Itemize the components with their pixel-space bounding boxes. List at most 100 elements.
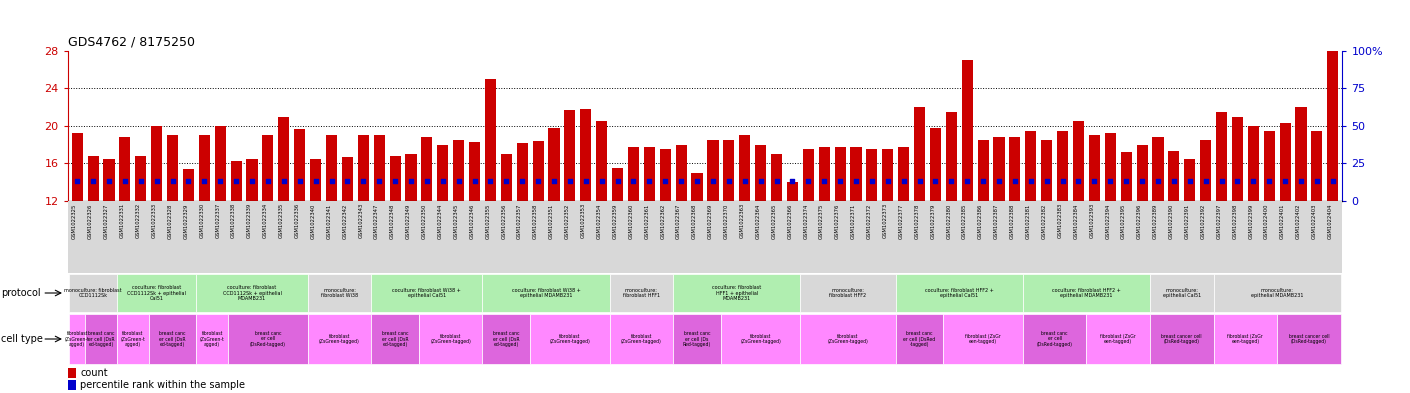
Text: GSM1022369: GSM1022369 bbox=[708, 203, 713, 239]
Text: GSM1022329: GSM1022329 bbox=[183, 203, 189, 239]
Bar bbox=[1200, 140, 1211, 314]
Point bbox=[1163, 178, 1186, 185]
Bar bbox=[660, 149, 671, 314]
Bar bbox=[1279, 123, 1290, 314]
Bar bbox=[596, 121, 608, 314]
Bar bbox=[85, 314, 117, 364]
Bar bbox=[691, 173, 702, 314]
Bar bbox=[673, 274, 801, 312]
Text: breast canc
er cell
(DsRed-tagged): breast canc er cell (DsRed-tagged) bbox=[1036, 331, 1073, 347]
Text: fibroblast
(ZsGreen-tagged): fibroblast (ZsGreen-tagged) bbox=[430, 334, 471, 344]
Text: GSM1022372: GSM1022372 bbox=[867, 203, 871, 239]
Point bbox=[1098, 178, 1121, 185]
Bar bbox=[675, 145, 687, 314]
Bar bbox=[612, 168, 623, 314]
Bar bbox=[564, 110, 575, 314]
Text: GSM1022366: GSM1022366 bbox=[787, 203, 792, 239]
Point bbox=[209, 178, 231, 185]
Text: breast cancer cell
(DsRed-tagged): breast cancer cell (DsRed-tagged) bbox=[1289, 334, 1330, 344]
Bar bbox=[419, 314, 482, 364]
Bar bbox=[1296, 107, 1307, 314]
Point bbox=[479, 178, 502, 185]
Text: GSM1022370: GSM1022370 bbox=[723, 203, 729, 239]
Bar bbox=[214, 126, 226, 314]
Bar bbox=[929, 128, 940, 314]
Bar bbox=[117, 274, 196, 312]
Text: GSM1022332: GSM1022332 bbox=[135, 203, 141, 239]
Point bbox=[702, 178, 725, 185]
Text: GSM1022394: GSM1022394 bbox=[1105, 203, 1110, 239]
Bar bbox=[1121, 152, 1132, 314]
Point bbox=[845, 178, 867, 185]
Text: GSM1022390: GSM1022390 bbox=[1169, 203, 1175, 239]
Bar bbox=[278, 117, 289, 314]
Text: GSM1022345: GSM1022345 bbox=[454, 203, 458, 239]
Point bbox=[510, 178, 533, 185]
Text: GSM1022391: GSM1022391 bbox=[1184, 203, 1190, 239]
Text: GSM1022330: GSM1022330 bbox=[199, 203, 204, 239]
Text: GSM1022364: GSM1022364 bbox=[756, 203, 760, 239]
Bar bbox=[231, 161, 241, 314]
Bar bbox=[196, 314, 228, 364]
Bar bbox=[68, 368, 76, 378]
Bar bbox=[801, 274, 895, 312]
Bar bbox=[262, 135, 274, 314]
Point bbox=[908, 178, 931, 185]
Point bbox=[257, 178, 279, 185]
Point bbox=[1067, 178, 1090, 185]
Point bbox=[766, 178, 788, 185]
Text: GSM1022336: GSM1022336 bbox=[295, 203, 300, 239]
Bar bbox=[723, 140, 735, 314]
Point bbox=[1210, 178, 1232, 185]
Bar bbox=[247, 159, 258, 314]
Point bbox=[1321, 178, 1344, 185]
Bar bbox=[721, 314, 801, 364]
Bar bbox=[1169, 151, 1179, 314]
Bar bbox=[850, 147, 862, 314]
Point bbox=[289, 178, 312, 185]
Bar bbox=[739, 135, 750, 314]
Point bbox=[447, 178, 470, 185]
Text: fibroblast
(ZsGreen-tagged): fibroblast (ZsGreen-tagged) bbox=[550, 334, 591, 344]
Bar bbox=[482, 314, 530, 364]
Bar bbox=[1151, 314, 1214, 364]
Bar bbox=[1087, 314, 1151, 364]
Bar bbox=[644, 147, 654, 314]
Bar bbox=[307, 314, 371, 364]
Text: GSM1022331: GSM1022331 bbox=[120, 203, 125, 239]
Text: breast canc
er cell
(DsRed-tagged): breast canc er cell (DsRed-tagged) bbox=[250, 331, 286, 347]
Text: GSM1022365: GSM1022365 bbox=[771, 203, 777, 239]
Bar bbox=[183, 169, 195, 314]
Bar bbox=[977, 140, 988, 314]
Text: GSM1022368: GSM1022368 bbox=[692, 203, 697, 239]
Text: GSM1022338: GSM1022338 bbox=[231, 203, 235, 239]
Bar bbox=[371, 274, 482, 312]
Point bbox=[814, 178, 836, 185]
Point bbox=[924, 178, 946, 185]
Text: fibroblast
(ZsGreen-t
agged): fibroblast (ZsGreen-t agged) bbox=[120, 331, 145, 347]
Text: monoculture:
epithelial Cal51: monoculture: epithelial Cal51 bbox=[1163, 288, 1201, 298]
Text: GSM1022341: GSM1022341 bbox=[327, 203, 331, 239]
Point bbox=[431, 178, 454, 185]
Text: GSM1022378: GSM1022378 bbox=[915, 203, 919, 239]
Bar bbox=[801, 314, 895, 364]
Bar bbox=[914, 107, 925, 314]
Bar bbox=[1184, 159, 1196, 314]
Bar bbox=[627, 147, 639, 314]
Bar bbox=[609, 314, 673, 364]
Bar bbox=[835, 147, 846, 314]
Bar bbox=[485, 79, 496, 314]
Bar bbox=[374, 135, 385, 314]
Text: GSM1022396: GSM1022396 bbox=[1136, 203, 1142, 239]
Point bbox=[956, 178, 979, 185]
Point bbox=[893, 178, 915, 185]
Point bbox=[1273, 178, 1296, 185]
Text: fibroblast (ZsGr
een-tagged): fibroblast (ZsGr een-tagged) bbox=[1100, 334, 1136, 344]
Bar bbox=[103, 159, 114, 314]
Point bbox=[193, 178, 216, 185]
Bar bbox=[501, 154, 512, 314]
Point bbox=[384, 178, 406, 185]
Point bbox=[574, 178, 596, 185]
Text: fibroblast
(ZsGreen-tagged): fibroblast (ZsGreen-tagged) bbox=[828, 334, 869, 344]
Point bbox=[606, 178, 629, 185]
